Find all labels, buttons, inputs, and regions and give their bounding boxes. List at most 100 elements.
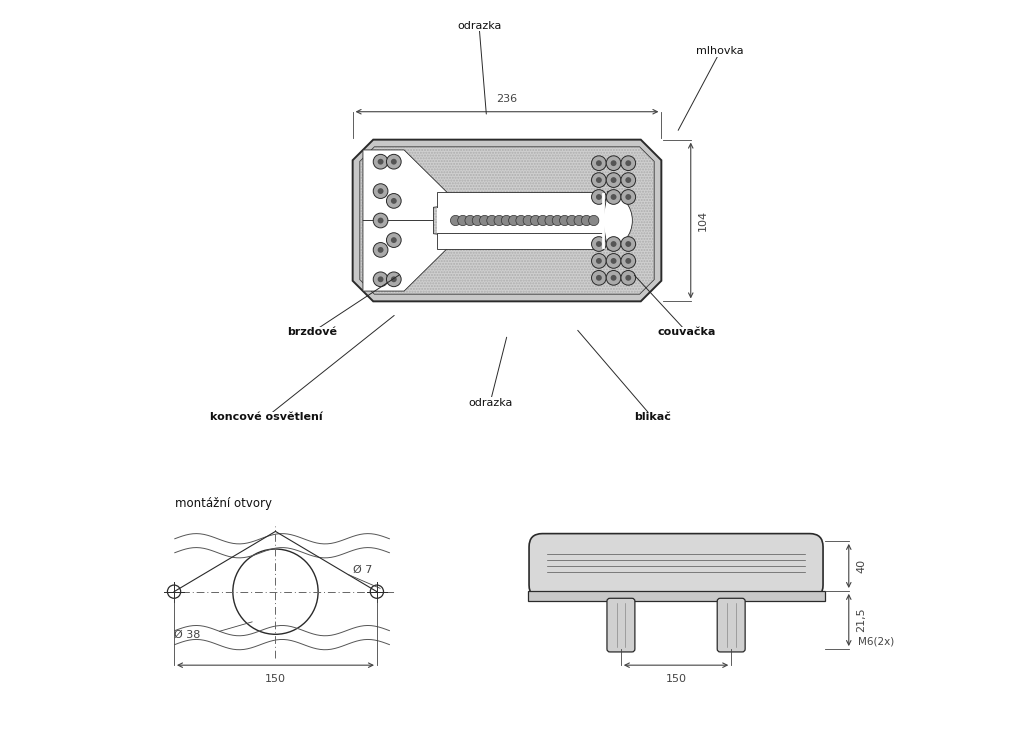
Polygon shape	[360, 147, 654, 294]
Circle shape	[567, 215, 577, 226]
Text: 104: 104	[698, 210, 708, 231]
Circle shape	[386, 233, 402, 248]
Bar	[437, 208, 602, 233]
Circle shape	[509, 215, 519, 226]
Circle shape	[377, 159, 383, 165]
Circle shape	[377, 188, 383, 194]
Circle shape	[591, 173, 606, 187]
Circle shape	[610, 194, 617, 200]
Circle shape	[626, 160, 631, 166]
Polygon shape	[353, 140, 661, 301]
Text: couvačka: couvačka	[658, 327, 716, 337]
Circle shape	[377, 247, 383, 253]
Text: Ø 38: Ø 38	[174, 629, 201, 639]
FancyBboxPatch shape	[717, 598, 745, 652]
Text: 150: 150	[665, 674, 686, 684]
Circle shape	[610, 160, 617, 166]
Circle shape	[606, 173, 621, 187]
Circle shape	[621, 156, 636, 171]
Circle shape	[591, 270, 606, 285]
Circle shape	[626, 177, 631, 183]
Polygon shape	[363, 150, 459, 220]
Circle shape	[596, 194, 602, 200]
Wedge shape	[602, 191, 633, 250]
Circle shape	[606, 254, 621, 268]
Circle shape	[626, 258, 631, 264]
Text: odrazka: odrazka	[457, 21, 501, 31]
Circle shape	[386, 193, 402, 208]
Circle shape	[390, 198, 396, 204]
Circle shape	[487, 215, 497, 226]
Circle shape	[373, 154, 388, 169]
Text: mlhovka: mlhovka	[697, 46, 744, 57]
Circle shape	[560, 215, 570, 226]
Circle shape	[610, 258, 617, 264]
Circle shape	[465, 215, 476, 226]
Circle shape	[501, 215, 512, 226]
Circle shape	[377, 276, 383, 282]
Circle shape	[606, 270, 621, 285]
Text: 236: 236	[497, 94, 517, 104]
Circle shape	[553, 215, 563, 226]
Circle shape	[626, 275, 631, 281]
Text: 40: 40	[856, 559, 866, 573]
Circle shape	[606, 190, 621, 204]
Circle shape	[610, 275, 617, 281]
Circle shape	[581, 215, 591, 226]
Circle shape	[537, 215, 548, 226]
FancyBboxPatch shape	[529, 534, 823, 598]
Bar	[527, 591, 824, 601]
Circle shape	[373, 184, 388, 198]
Polygon shape	[363, 220, 459, 291]
Bar	[437, 192, 602, 208]
Circle shape	[373, 243, 388, 257]
Circle shape	[596, 258, 602, 264]
Circle shape	[591, 237, 606, 251]
Text: koncové osvětlení: koncové osvětlení	[210, 412, 322, 423]
Circle shape	[386, 272, 402, 287]
Circle shape	[373, 272, 388, 287]
Text: Ø 7: Ø 7	[353, 564, 372, 575]
Circle shape	[545, 215, 556, 226]
Text: montážní otvory: montážní otvory	[174, 497, 272, 510]
Circle shape	[621, 270, 636, 285]
Text: 21,5: 21,5	[856, 608, 866, 632]
Circle shape	[596, 177, 602, 183]
Circle shape	[574, 215, 584, 226]
Circle shape	[606, 237, 621, 251]
Circle shape	[621, 190, 636, 204]
Circle shape	[390, 237, 396, 243]
Circle shape	[610, 241, 617, 247]
Polygon shape	[360, 147, 654, 294]
Circle shape	[530, 215, 540, 226]
Circle shape	[390, 159, 396, 165]
Text: brzdové: brzdové	[287, 327, 338, 337]
FancyBboxPatch shape	[607, 598, 635, 652]
Circle shape	[606, 156, 621, 171]
Circle shape	[610, 177, 617, 183]
Circle shape	[588, 215, 599, 226]
Bar	[437, 233, 602, 249]
Circle shape	[626, 194, 631, 200]
Circle shape	[621, 173, 636, 187]
Circle shape	[596, 241, 602, 247]
Circle shape	[596, 160, 602, 166]
Text: blikač: blikač	[634, 412, 671, 423]
Text: odrazka: odrazka	[467, 398, 512, 408]
Circle shape	[377, 218, 383, 223]
Circle shape	[494, 215, 504, 226]
Circle shape	[457, 215, 468, 226]
Circle shape	[480, 215, 490, 226]
Circle shape	[621, 254, 636, 268]
Circle shape	[373, 213, 388, 228]
Text: 150: 150	[265, 674, 286, 684]
Circle shape	[450, 215, 460, 226]
Circle shape	[591, 254, 606, 268]
Circle shape	[591, 190, 606, 204]
Circle shape	[473, 215, 483, 226]
Circle shape	[591, 156, 606, 171]
Circle shape	[621, 237, 636, 251]
Text: M6(2x): M6(2x)	[858, 637, 894, 647]
Circle shape	[626, 241, 631, 247]
Circle shape	[390, 276, 396, 282]
